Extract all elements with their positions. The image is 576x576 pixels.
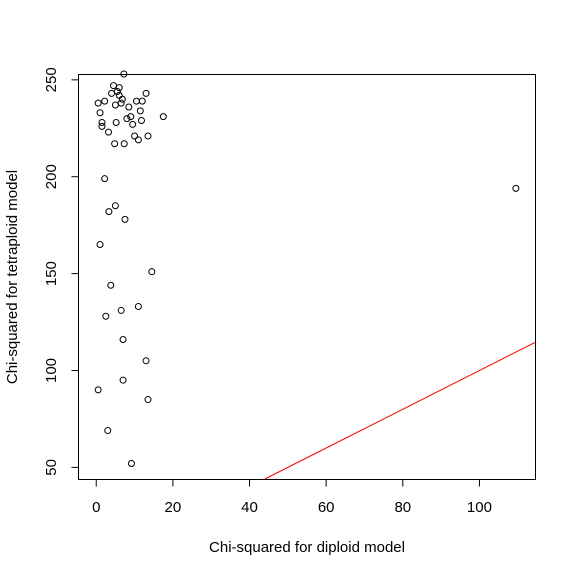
data-point xyxy=(111,140,119,148)
data-point xyxy=(107,281,115,289)
x-tick-label: 60 xyxy=(318,499,335,516)
data-point xyxy=(117,99,125,107)
data-point xyxy=(131,132,139,140)
x-tick-label: 0 xyxy=(92,499,100,516)
y-tick-label: 100 xyxy=(43,358,60,383)
data-point xyxy=(118,95,126,103)
y-tick-label: 50 xyxy=(43,459,60,476)
data-point xyxy=(125,103,133,111)
data-point xyxy=(102,312,110,320)
data-point xyxy=(148,268,156,276)
data-point xyxy=(119,335,127,343)
data-point xyxy=(98,118,106,126)
data-point xyxy=(127,459,135,467)
data-point xyxy=(111,202,119,210)
data-point xyxy=(144,396,152,404)
data-point xyxy=(104,427,112,435)
data-point xyxy=(123,115,131,123)
data-point xyxy=(101,175,109,183)
data-point xyxy=(142,89,150,97)
data-point xyxy=(134,303,142,311)
x-tick-label: 80 xyxy=(394,499,411,516)
data-point xyxy=(113,87,121,95)
x-tick-label: 20 xyxy=(165,499,182,516)
data-point xyxy=(142,357,150,365)
data-point xyxy=(512,184,520,192)
data-point xyxy=(120,140,128,148)
data-point xyxy=(105,128,113,136)
x-tick-label: 40 xyxy=(241,499,258,516)
y-tick-label: 250 xyxy=(43,67,60,92)
data-point xyxy=(134,136,142,144)
y-axis: 50 100 150 200 250 xyxy=(43,67,79,476)
x-axis-title: Chi-squared for diploid model xyxy=(209,539,405,556)
data-point xyxy=(96,109,104,117)
data-point xyxy=(105,208,113,216)
y-tick-label: 200 xyxy=(43,164,60,189)
reference-line-layer xyxy=(264,341,536,480)
data-point xyxy=(96,241,104,249)
data-point xyxy=(129,120,137,128)
reference-line xyxy=(264,341,536,480)
data-point xyxy=(127,113,135,121)
data-point xyxy=(138,97,146,105)
data-point xyxy=(115,84,123,92)
data-point xyxy=(94,99,102,107)
data-point xyxy=(119,376,127,384)
data-point xyxy=(112,118,120,126)
data-point xyxy=(159,113,167,121)
data-point xyxy=(101,97,109,105)
data-point xyxy=(121,215,129,223)
data-point xyxy=(137,117,145,125)
x-axis: 0 20 40 60 80 100 xyxy=(92,479,492,516)
data-point xyxy=(98,122,106,130)
data-point xyxy=(144,132,152,140)
y-tick-label: 150 xyxy=(43,261,60,286)
data-point xyxy=(136,107,144,115)
y-axis-title: Chi-squared for tetraploid model xyxy=(4,170,21,384)
data-point xyxy=(117,306,125,314)
data-point xyxy=(94,386,102,394)
x-tick-label: 100 xyxy=(467,499,492,516)
